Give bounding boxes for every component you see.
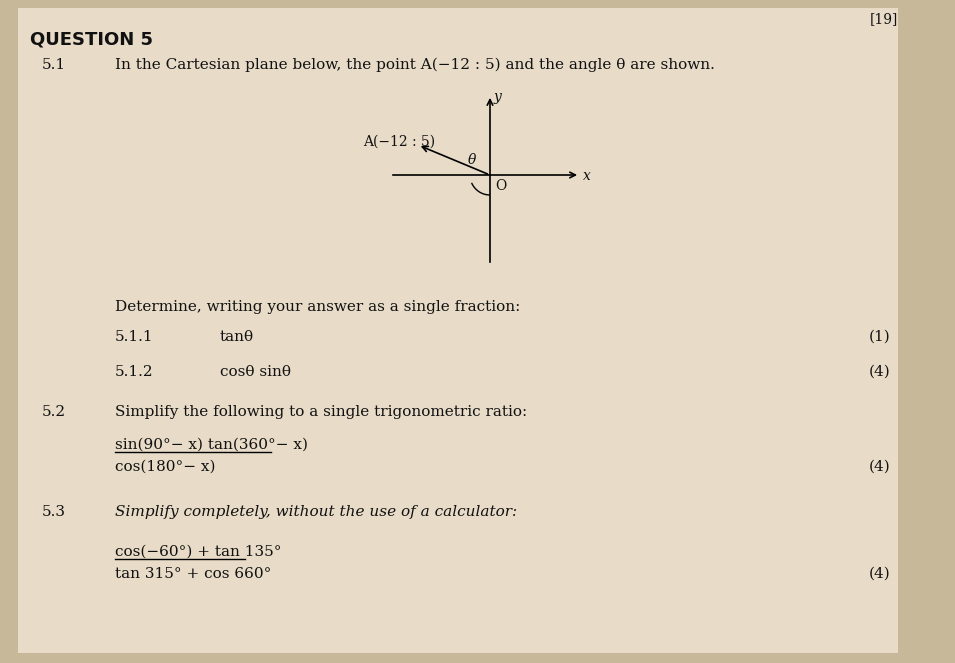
Text: (4): (4): [868, 365, 890, 379]
Text: tan 315° + cos 660°: tan 315° + cos 660°: [115, 567, 271, 581]
Text: 5.1.1: 5.1.1: [115, 330, 154, 344]
Text: Simplify the following to a single trigonometric ratio:: Simplify the following to a single trigo…: [115, 405, 527, 419]
Text: θ: θ: [468, 153, 477, 167]
Text: tanθ: tanθ: [220, 330, 254, 344]
Text: (4): (4): [868, 567, 890, 581]
Text: cosθ sinθ: cosθ sinθ: [220, 365, 291, 379]
Text: (1): (1): [868, 330, 890, 344]
Text: Simplify completely, without the use of a calculator:: Simplify completely, without the use of …: [115, 505, 517, 519]
FancyBboxPatch shape: [18, 8, 898, 653]
Text: cos(180°− x): cos(180°− x): [115, 460, 216, 474]
Text: y: y: [494, 90, 502, 104]
Text: 5.1.2: 5.1.2: [115, 365, 154, 379]
Text: A(−12 : 5): A(−12 : 5): [363, 135, 435, 149]
Text: x: x: [583, 169, 591, 183]
Text: sin(90°− x) tan(360°− x): sin(90°− x) tan(360°− x): [115, 438, 308, 452]
Text: O: O: [495, 179, 506, 193]
Text: cos(−60°) + tan 135°: cos(−60°) + tan 135°: [115, 545, 282, 559]
Text: [19]: [19]: [870, 12, 899, 26]
Text: In the Cartesian plane below, the point A(−12 : 5) and the angle θ are shown.: In the Cartesian plane below, the point …: [115, 58, 715, 72]
Text: 5.3: 5.3: [42, 505, 66, 519]
Text: (4): (4): [868, 460, 890, 474]
Text: QUESTION 5: QUESTION 5: [30, 30, 153, 48]
Text: Determine, writing your answer as a single fraction:: Determine, writing your answer as a sing…: [115, 300, 520, 314]
Text: 5.1: 5.1: [42, 58, 66, 72]
Text: 5.2: 5.2: [42, 405, 66, 419]
